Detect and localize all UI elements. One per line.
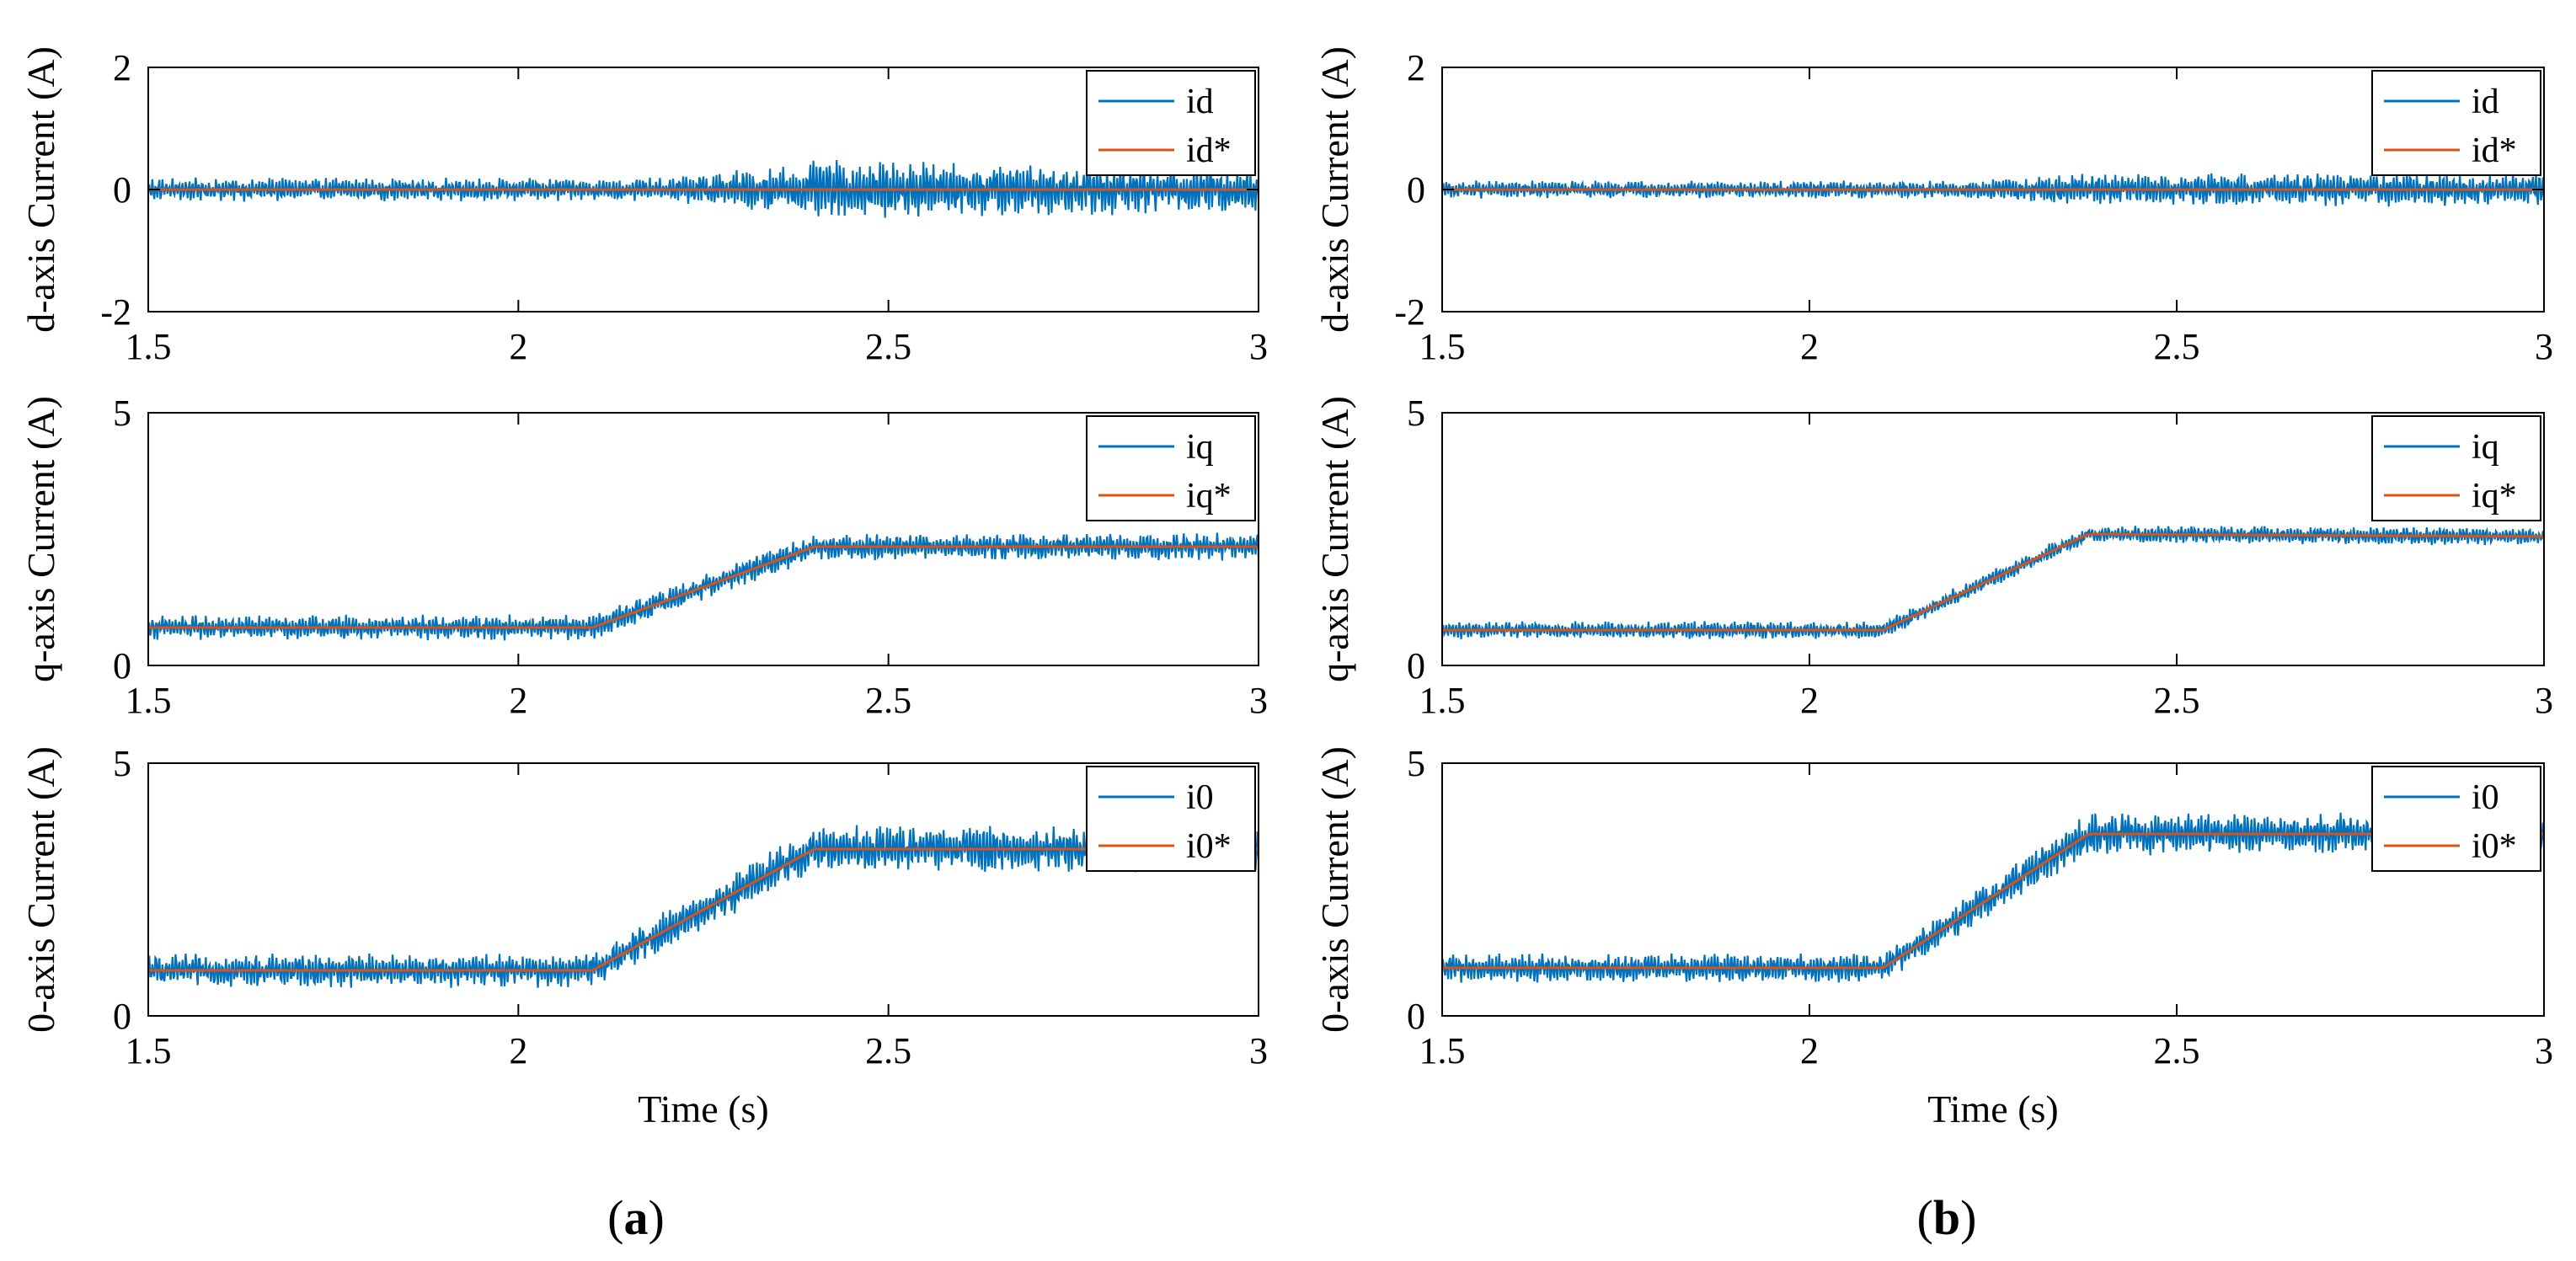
x-tick-label: 1.5	[126, 680, 172, 721]
x-tick-label: 3	[1249, 326, 1268, 367]
x-tick-label: 3	[2535, 326, 2553, 367]
y-tick-label: 2	[1407, 47, 1425, 88]
series-line-iq*	[1442, 532, 2544, 632]
x-tick-label: 3	[2535, 680, 2553, 721]
legend-label: id	[2472, 83, 2499, 121]
y-tick-label: 0	[113, 996, 131, 1037]
series-line-i0*	[1442, 832, 2544, 970]
x-tick-label: 3	[2535, 1030, 2553, 1071]
x-axis-label: Time (s)	[1927, 1087, 2059, 1130]
legend-label: i0	[1186, 778, 1214, 817]
y-tick-label: 5	[113, 393, 131, 434]
legend-label: iq	[2472, 428, 2499, 467]
plot-frame	[147, 762, 1259, 1017]
x-tick-label: 2.5	[2154, 326, 2200, 367]
charts-layer: 1.5 2 2.5 3 -2 0 2 d-axis Current (A) id id* 1.5 2 2…	[19, 46, 2553, 1130]
x-tick-label: 2.5	[865, 680, 911, 721]
x-tick-label: 3	[1249, 680, 1268, 721]
chart-b-d: 1.5 2 2.5 3 -2 0 2 d-axis Current (A) id id*	[1313, 46, 2553, 367]
plot-frame	[147, 412, 1259, 666]
y-axis-label: q-axis Current (A)	[19, 396, 62, 682]
y-tick-label: 0	[113, 169, 131, 211]
x-tick-label: 1.5	[1419, 326, 1466, 367]
legend-label: id*	[1186, 131, 1232, 170]
legend-box	[2371, 70, 2541, 176]
x-tick-label: 2.5	[2154, 1030, 2200, 1071]
x-tick-label: 2	[1800, 680, 1819, 721]
legend-label: i0	[2472, 778, 2499, 817]
x-tick-label: 1.5	[1419, 680, 1466, 721]
legend-label: i0*	[2472, 827, 2517, 866]
y-axis-label: 0-axis Current (A)	[1313, 746, 1356, 1033]
series-line-i0	[148, 825, 1259, 988]
series-line-iq*	[148, 545, 1259, 629]
legend-box	[2371, 415, 2541, 521]
x-axis-label: Time (s)	[638, 1087, 769, 1130]
legend-box	[1086, 415, 1256, 521]
y-tick-label: -2	[1394, 291, 1425, 333]
legend-label: id	[1186, 83, 1214, 121]
chart-a-0: 1.5 2 2.5 3 0 5 0-axis Current (A) Time (s) i0 i0…	[19, 743, 1268, 1130]
x-tick-label: 2	[509, 1030, 527, 1071]
series-line-id	[148, 160, 1259, 218]
x-tick-label: 2	[1800, 1030, 1819, 1071]
y-tick-label: 0	[1407, 169, 1425, 211]
legend-box	[1086, 70, 1256, 176]
y-tick-label: 0	[1407, 645, 1425, 687]
series-line-i0*	[148, 847, 1259, 972]
x-tick-label: 2	[509, 680, 527, 721]
y-tick-label: 0	[1407, 996, 1425, 1037]
y-tick-label: 2	[113, 47, 131, 88]
series-line-id	[1442, 173, 2544, 207]
x-tick-label: 1.5	[126, 326, 172, 367]
y-tick-label: 5	[1407, 743, 1425, 784]
x-tick-label: 2	[509, 326, 527, 367]
panel-label-a: (a)	[607, 1190, 665, 1245]
y-tick-label: -2	[100, 291, 131, 333]
plot-frame	[1441, 762, 2545, 1017]
y-axis-label: q-axis Current (A)	[1313, 396, 1356, 682]
chart-a-q: 1.5 2 2.5 3 0 5 q-axis Current (A) iq iq*	[19, 393, 1268, 721]
legend-box	[2371, 766, 2541, 872]
y-tick-label: 5	[113, 743, 131, 784]
series-line-iq	[148, 532, 1259, 641]
legend-box	[1086, 766, 1256, 872]
x-tick-label: 1.5	[126, 1030, 172, 1071]
chart-b-q: 1.5 2 2.5 3 0 5 q-axis Current (A) iq iq*	[1313, 393, 2553, 721]
series-line-i0	[1442, 812, 2544, 983]
plot-area	[1441, 412, 2545, 666]
y-tick-label: 5	[1407, 393, 1425, 434]
y-axis-label: d-axis Current (A)	[1313, 46, 1356, 333]
x-tick-label: 2.5	[2154, 680, 2200, 721]
x-tick-label: 1.5	[1419, 1030, 1466, 1071]
y-axis-label: d-axis Current (A)	[19, 46, 62, 333]
legend-label: iq*	[2472, 477, 2517, 516]
x-tick-label: 2.5	[865, 326, 911, 367]
legend-label: id*	[2472, 131, 2517, 170]
panel-label-b: (b)	[1917, 1190, 1977, 1245]
x-tick-label: 2.5	[865, 1030, 911, 1071]
chart-a-d: 1.5 2 2.5 3 -2 0 2 d-axis Current (A) id id*	[19, 46, 1268, 367]
chart-b-0: 1.5 2 2.5 3 0 5 0-axis Current (A) Time (s) i0 i0…	[1313, 743, 2553, 1130]
plot-frame	[1441, 412, 2545, 666]
x-tick-label: 2	[1800, 326, 1819, 367]
legend-label: iq	[1186, 428, 1214, 467]
legend-label: i0*	[1186, 827, 1232, 866]
y-tick-label: 0	[113, 645, 131, 687]
y-axis-label: 0-axis Current (A)	[19, 746, 62, 1033]
legend-label: iq*	[1186, 477, 1232, 516]
x-tick-label: 3	[1249, 1030, 1268, 1071]
